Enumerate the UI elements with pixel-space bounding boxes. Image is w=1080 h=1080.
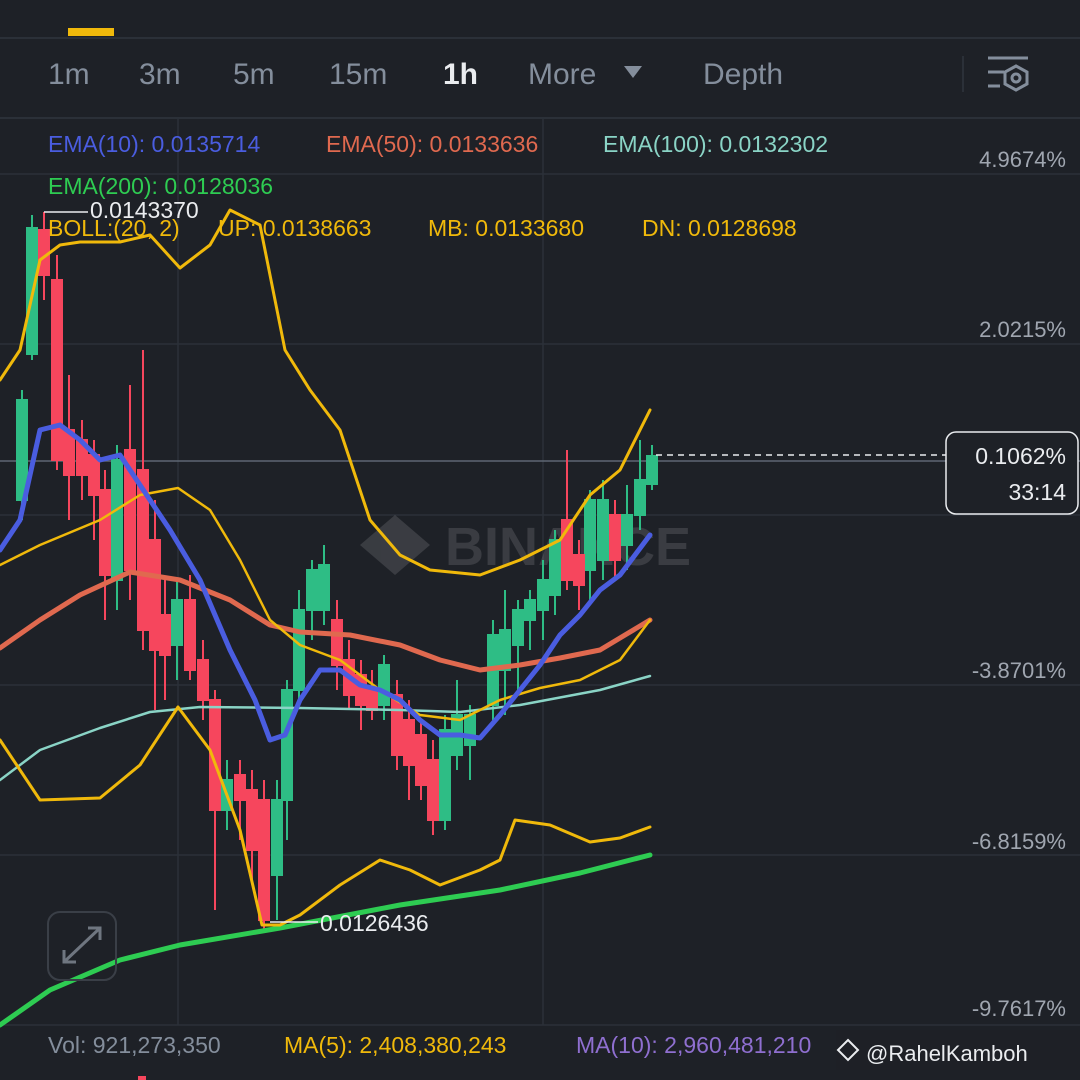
volume-ma5: MA(5): 2,408,380,243 bbox=[284, 1032, 506, 1058]
tab[interactable]: 15m bbox=[329, 58, 387, 91]
countdown: 33:14 bbox=[1008, 479, 1066, 505]
volume-ma10: MA(10): 2,960,481,210 bbox=[576, 1032, 811, 1058]
ema100-label: EMA(100): 0.0132302 bbox=[603, 131, 828, 157]
credit-logo bbox=[836, 1038, 860, 1062]
boll-up: UP: 0.0138663 bbox=[218, 215, 371, 241]
expand-button[interactable] bbox=[47, 911, 117, 981]
tab[interactable]: 5m bbox=[233, 58, 275, 91]
credit: @RahelKamboh bbox=[866, 1041, 1028, 1066]
ema200-label: EMA(200): 0.0128036 bbox=[48, 173, 273, 199]
dropdown-arrow bbox=[624, 66, 642, 78]
axis-label: 2.0215% bbox=[979, 317, 1066, 342]
tab[interactable]: 3m bbox=[139, 58, 181, 91]
axis-label: 4.9674% bbox=[979, 147, 1066, 172]
tab[interactable]: Depth bbox=[703, 58, 783, 91]
indicator-lines bbox=[0, 208, 653, 1028]
current-price-box bbox=[945, 431, 1079, 515]
ema10-label: EMA(10): 0.0135714 bbox=[48, 131, 260, 157]
axis-label: -9.7617% bbox=[972, 996, 1066, 1021]
active-indicator bbox=[68, 28, 114, 36]
high-label: 0.0143370 bbox=[90, 197, 199, 223]
ema50-label: EMA(50): 0.0133636 bbox=[326, 131, 538, 157]
tab[interactable]: More bbox=[528, 58, 596, 91]
grid bbox=[0, 118, 1080, 1026]
volume-label: Vol: 921,273,350 bbox=[48, 1032, 221, 1058]
settings-icon[interactable] bbox=[988, 56, 1029, 92]
candles bbox=[16, 212, 658, 930]
volume-bar bbox=[138, 1076, 146, 1080]
credit-bg bbox=[836, 1030, 1080, 1070]
axis-label: -3.8701% bbox=[972, 658, 1066, 683]
boll-mb: MB: 0.0133680 bbox=[428, 215, 584, 241]
current-change: 0.1062% bbox=[975, 443, 1066, 469]
low-label: 0.0126436 bbox=[320, 910, 429, 936]
boll-dn: DN: 0.0128698 bbox=[642, 215, 797, 241]
axis-label: -6.8159% bbox=[972, 829, 1066, 854]
tab-active[interactable]: 1h bbox=[443, 58, 478, 91]
boll-label: BOLL:(20, 2) bbox=[48, 215, 180, 241]
tab-bar bbox=[0, 0, 1080, 118]
tab[interactable]: 1m bbox=[48, 58, 90, 91]
